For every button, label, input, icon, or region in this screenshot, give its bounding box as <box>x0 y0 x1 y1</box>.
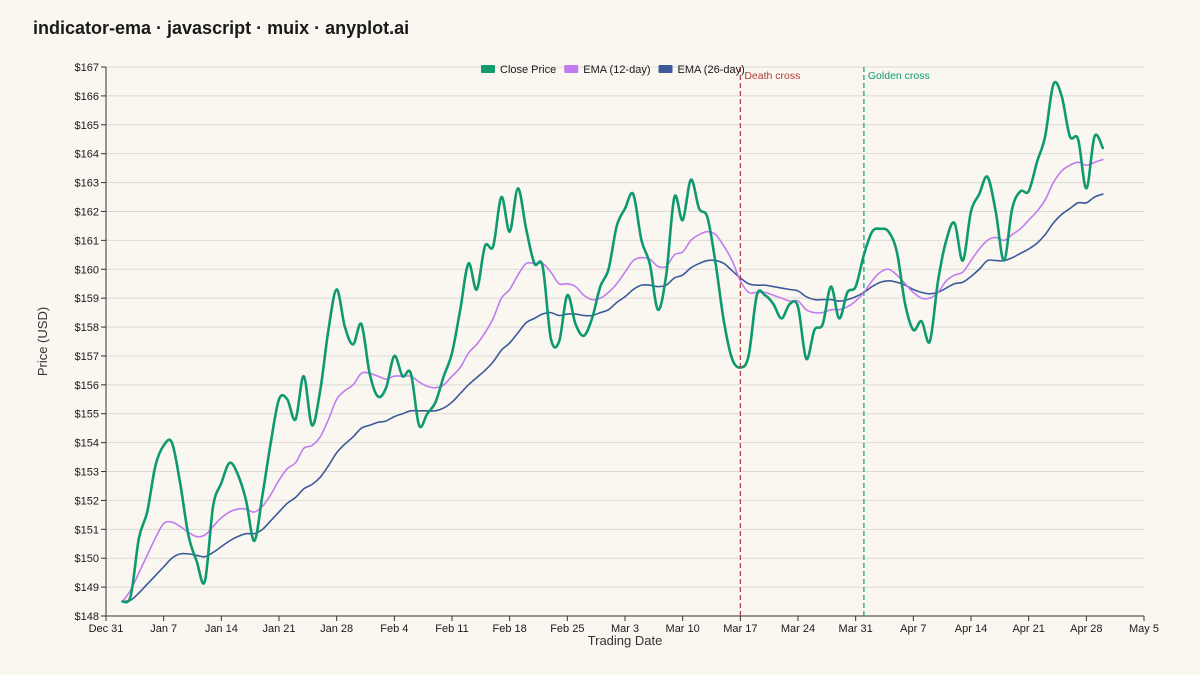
x-tick-label: Jan 7 <box>150 623 177 635</box>
x-tick-label: Feb 4 <box>380 623 408 635</box>
series-lines <box>121 80 1105 604</box>
x-tick-label: Feb 25 <box>550 623 584 635</box>
x-tick-label: May 5 <box>1129 623 1159 635</box>
y-tick-label: $161 <box>75 235 99 247</box>
x-tick-label: Jan 21 <box>262 623 295 635</box>
x-tick-label: Dec 31 <box>89 623 124 635</box>
y-tick-label: $163 <box>75 178 99 190</box>
y-tick-label: $156 <box>75 380 99 392</box>
y-tick-label: $167 <box>75 62 99 74</box>
legend-swatch <box>481 65 495 73</box>
y-tick-label: $164 <box>75 149 99 161</box>
x-tick-label: Jan 28 <box>320 623 353 635</box>
y-tick-label: $162 <box>75 206 99 218</box>
y-tick-label: $157 <box>75 351 99 363</box>
annotation-label: Death cross <box>744 70 800 82</box>
y-tick-label: $165 <box>75 120 99 132</box>
y-tick-label: $153 <box>75 467 99 479</box>
annotations: Death cross Golden cross <box>739 67 930 616</box>
x-tick-label: Mar 3 <box>611 623 639 635</box>
y-tick-label: $160 <box>75 264 99 276</box>
legend-label: EMA (12-day) <box>583 64 650 76</box>
x-tick-label: Mar 24 <box>781 623 815 635</box>
legend: Close Price EMA (12-day) EMA (26-day) <box>481 64 745 76</box>
y-tick-label: $152 <box>75 495 99 507</box>
legend-swatch <box>658 65 673 73</box>
y-tick-label: $151 <box>75 524 99 536</box>
y-tick-label: $149 <box>75 582 99 594</box>
y-tick-label: $155 <box>75 409 99 421</box>
x-tick-label: Mar 31 <box>839 623 873 635</box>
axes: $148 $149 $150 $151 $152 $153 $154 $155 $156 $157… <box>75 62 1159 635</box>
x-tick-label: Apr 14 <box>955 623 987 635</box>
x-tick-label: Apr 21 <box>1012 623 1044 635</box>
x-tick-label: Apr 7 <box>900 623 926 635</box>
legend-swatch <box>564 65 579 73</box>
x-tick-label: Feb 18 <box>493 623 527 635</box>
y-axis-title: Price (USD) <box>35 307 50 376</box>
x-tick-label: Mar 17 <box>723 623 757 635</box>
series-line-close-price <box>121 80 1105 604</box>
series-line-ema-12-day <box>121 158 1104 603</box>
x-tick-label: Feb 11 <box>435 623 468 635</box>
y-tick-label: $154 <box>75 438 99 450</box>
gridlines <box>106 66 1144 617</box>
x-tick-label: Jan 14 <box>205 623 238 635</box>
y-tick-label: $158 <box>75 322 99 334</box>
y-tick-label: $150 <box>75 553 99 565</box>
legend-label: EMA (26-day) <box>678 64 745 76</box>
y-tick-label: $166 <box>75 91 99 103</box>
annotation-label: Golden cross <box>868 70 930 82</box>
y-tick-label: $159 <box>75 293 99 305</box>
legend-label: Close Price <box>500 64 556 76</box>
page-title: indicator-ema · javascript · muix · anyp… <box>33 18 410 38</box>
x-tick-label: Mar 10 <box>666 623 700 635</box>
x-axis-title: Trading Date <box>588 633 663 648</box>
x-tick-label: Apr 28 <box>1070 623 1102 635</box>
y-tick-label: $148 <box>75 611 99 623</box>
